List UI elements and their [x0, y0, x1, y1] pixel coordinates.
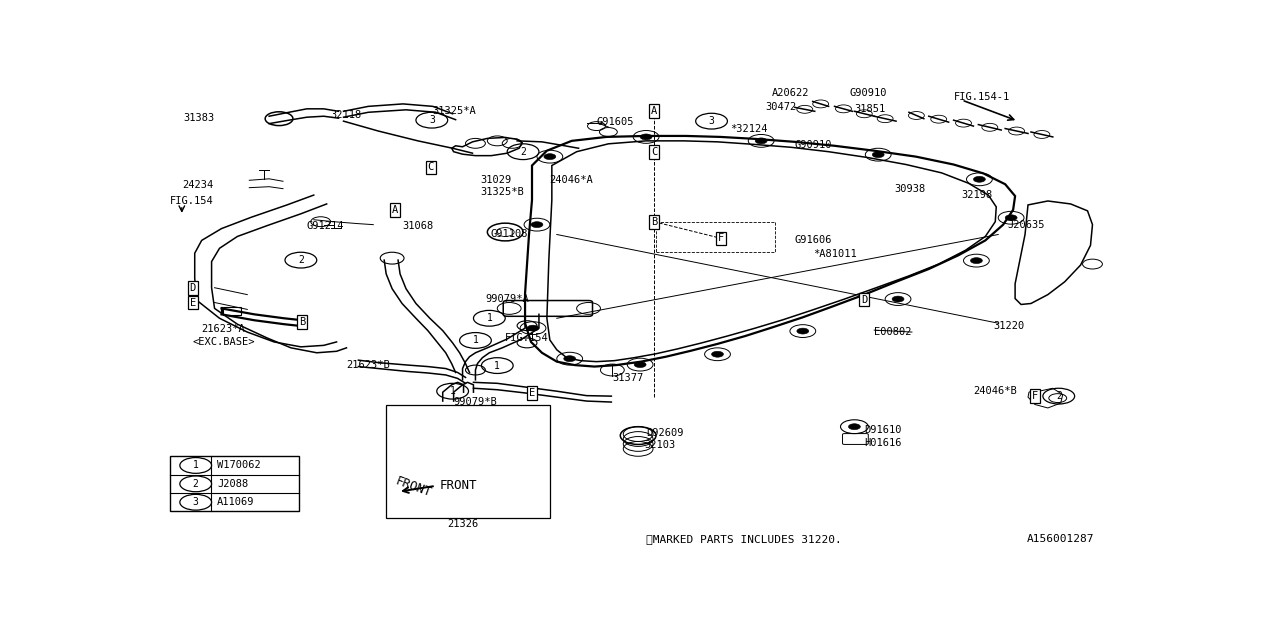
Text: 31068: 31068 [402, 221, 434, 230]
Text: 24046*A: 24046*A [549, 175, 593, 186]
Circle shape [755, 138, 767, 144]
Text: A156001287: A156001287 [1027, 534, 1094, 544]
Text: 31377: 31377 [612, 373, 644, 383]
Text: FRONT: FRONT [393, 474, 433, 499]
Text: J20635: J20635 [1007, 220, 1044, 230]
Circle shape [640, 134, 652, 140]
Circle shape [872, 152, 884, 157]
Text: E: E [189, 298, 196, 307]
Text: G91605: G91605 [596, 117, 634, 127]
Text: G91108: G91108 [490, 230, 527, 239]
Circle shape [973, 177, 986, 182]
Text: 24046*B: 24046*B [973, 386, 1018, 396]
Text: 30472: 30472 [765, 102, 796, 113]
Text: 2: 2 [193, 479, 198, 489]
Text: 21623*B: 21623*B [347, 360, 390, 370]
Text: E: E [529, 388, 535, 398]
Text: D: D [189, 283, 196, 292]
Text: FIG.154: FIG.154 [506, 333, 549, 343]
Text: 21623*A: 21623*A [202, 324, 246, 334]
Text: 2: 2 [520, 147, 526, 157]
Text: B: B [652, 217, 657, 227]
Circle shape [712, 351, 723, 357]
Text: J2088: J2088 [218, 479, 248, 489]
Text: *A81011: *A81011 [813, 249, 856, 259]
Circle shape [849, 424, 860, 429]
Text: 31220: 31220 [993, 321, 1024, 331]
Text: 24234: 24234 [182, 180, 212, 190]
Text: 1: 1 [449, 386, 456, 396]
Text: E00802: E00802 [874, 326, 911, 337]
Text: 31325*A: 31325*A [433, 106, 476, 116]
Text: 32198: 32198 [961, 190, 993, 200]
Text: 1: 1 [472, 335, 479, 346]
Circle shape [527, 325, 539, 331]
Text: G91606: G91606 [795, 236, 832, 245]
Text: F: F [718, 234, 724, 243]
Text: FRONT: FRONT [440, 479, 477, 492]
Text: D91610: D91610 [864, 425, 902, 435]
Text: 31325*B: 31325*B [480, 187, 525, 197]
Text: 3: 3 [709, 116, 714, 126]
Text: G90910: G90910 [850, 88, 887, 97]
Text: ※MARKED PARTS INCLUDES 31220.: ※MARKED PARTS INCLUDES 31220. [646, 534, 842, 544]
Text: A20622: A20622 [772, 88, 809, 97]
Text: 31851: 31851 [855, 104, 886, 114]
Text: D92609: D92609 [646, 428, 684, 438]
Text: 1: 1 [193, 460, 198, 470]
Text: 31029: 31029 [480, 175, 512, 186]
Circle shape [563, 356, 576, 362]
Text: C: C [652, 147, 657, 157]
Text: F: F [1032, 390, 1038, 401]
Text: A: A [392, 205, 398, 215]
Circle shape [892, 296, 904, 302]
Circle shape [970, 258, 982, 264]
Text: 32118: 32118 [330, 109, 362, 120]
Text: FIG.154-1: FIG.154-1 [954, 92, 1010, 102]
Text: 99079*A: 99079*A [485, 294, 529, 303]
Circle shape [797, 328, 809, 334]
Text: *32124: *32124 [731, 124, 768, 134]
Text: C: C [428, 163, 434, 172]
Text: 3: 3 [429, 115, 435, 125]
Text: H01616: H01616 [864, 438, 902, 449]
Text: D: D [861, 294, 868, 305]
Text: 99079*B: 99079*B [453, 397, 498, 407]
Circle shape [1005, 215, 1018, 221]
Text: B: B [298, 317, 305, 327]
Circle shape [634, 362, 646, 367]
Text: A: A [652, 106, 657, 116]
Text: 31383: 31383 [184, 113, 215, 123]
Text: G90910: G90910 [795, 140, 832, 150]
Text: G91214: G91214 [307, 221, 344, 230]
Text: 2: 2 [1056, 391, 1061, 401]
Text: 1: 1 [486, 313, 493, 323]
Text: 30938: 30938 [895, 184, 925, 194]
Circle shape [531, 221, 543, 228]
Text: A11069: A11069 [218, 497, 255, 508]
Text: 1: 1 [494, 360, 500, 371]
Text: W170062: W170062 [218, 460, 261, 470]
Text: FIG.154: FIG.154 [170, 196, 214, 206]
Text: 32103: 32103 [644, 440, 676, 451]
Text: 2: 2 [298, 255, 303, 265]
Text: 21326: 21326 [448, 519, 479, 529]
Text: 3: 3 [193, 497, 198, 508]
Circle shape [544, 154, 556, 159]
Text: <EXC.BASE>: <EXC.BASE> [193, 337, 255, 347]
